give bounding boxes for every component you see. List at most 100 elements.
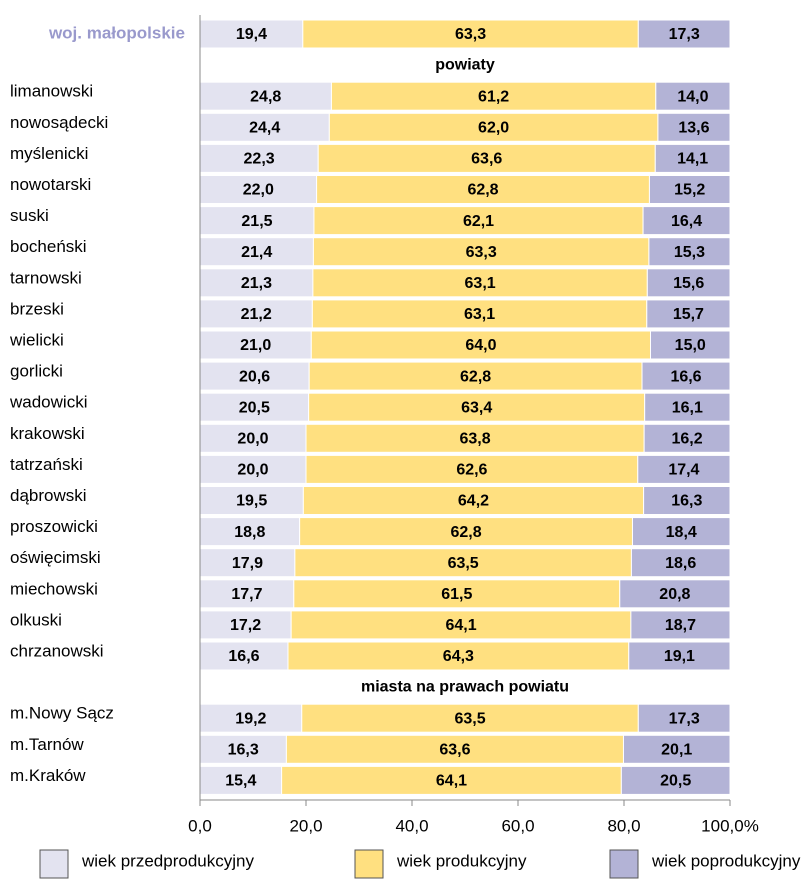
value-label: 20,1	[661, 742, 692, 759]
value-label: 15,3	[674, 244, 705, 261]
category-label: m.Nowy Sącz	[10, 704, 114, 723]
value-label: 16,6	[670, 368, 701, 385]
value-label: 20,8	[659, 586, 690, 603]
legend-swatch	[354, 849, 384, 879]
value-label: 17,7	[231, 586, 262, 603]
value-label: 16,6	[228, 648, 259, 665]
x-tick-label: 40,0	[395, 816, 428, 835]
category-label: oświęcimski	[10, 548, 101, 567]
legend-swatch	[609, 849, 639, 879]
value-label: 16,3	[671, 493, 702, 510]
bar-segment	[285, 734, 624, 764]
value-label: 63,3	[466, 244, 497, 261]
value-label: 64,1	[436, 773, 467, 790]
bar-segment	[637, 703, 731, 733]
bar-segment	[311, 299, 648, 329]
x-tick-label: 20,0	[289, 816, 322, 835]
value-label: 20,5	[239, 399, 270, 416]
bar-segment	[643, 423, 731, 453]
bar-segment	[299, 517, 633, 547]
category-label: brzeski	[10, 299, 64, 318]
bar-segment	[641, 361, 731, 391]
category-label: miechowski	[10, 579, 98, 598]
bar-segment	[199, 81, 332, 111]
section-band	[200, 51, 730, 80]
bar-segment	[313, 206, 644, 236]
value-label: 18,4	[666, 524, 697, 541]
value-label: 18,7	[665, 617, 696, 634]
bar-segment	[305, 454, 639, 484]
value-label: 62,1	[463, 213, 494, 230]
value-label: 61,2	[478, 88, 509, 105]
section-label: miasta na prawach powiatu	[361, 678, 569, 695]
value-label: 16,4	[671, 213, 702, 230]
bar-segment	[199, 548, 296, 578]
bar-segment	[650, 330, 731, 360]
bar-segment	[199, 454, 307, 484]
value-label: 14,1	[677, 151, 708, 168]
value-label: 63,8	[459, 431, 490, 448]
value-label: 24,4	[249, 120, 280, 137]
value-label: 62,0	[478, 120, 509, 137]
value-label: 64,0	[465, 337, 496, 354]
category-label: dąbrowski	[10, 486, 87, 505]
value-label: 21,0	[240, 337, 271, 354]
value-label: 21,2	[241, 306, 272, 323]
legend-label: wiek produkcyjny	[396, 851, 527, 870]
value-label: 63,6	[439, 742, 470, 759]
bar-segment	[199, 610, 292, 640]
x-tick-label: 60,0	[501, 816, 534, 835]
bar-segment	[312, 268, 648, 298]
value-label: 63,5	[454, 710, 485, 727]
x-tick-label: 100,0%	[701, 816, 759, 835]
value-label: 21,3	[241, 275, 272, 292]
bar-segment	[648, 175, 731, 204]
value-label: 63,3	[455, 26, 486, 43]
bar-segment	[657, 112, 731, 142]
bar-segment	[308, 392, 646, 422]
value-label: 19,2	[235, 710, 266, 727]
value-label: 15,7	[673, 306, 704, 323]
bar-segment	[199, 112, 330, 142]
value-label: 62,8	[467, 182, 498, 199]
value-label: 63,5	[448, 555, 479, 572]
bar-segment	[199, 19, 304, 49]
value-label: 64,3	[443, 648, 474, 665]
category-label: krakowski	[10, 424, 85, 443]
bar-segment	[310, 330, 651, 360]
bar-segment	[646, 299, 731, 329]
bar-segment	[316, 175, 650, 204]
bar-segment	[199, 330, 312, 360]
value-label: 15,0	[675, 337, 706, 354]
bar-segment	[622, 734, 731, 764]
legend-label: wiek poprodukcyjny	[651, 851, 801, 870]
value-label: 17,4	[668, 462, 699, 479]
bar-segment	[199, 143, 319, 173]
bar-segment	[642, 206, 731, 236]
bar-segment	[630, 548, 731, 578]
bar-segment	[199, 486, 304, 515]
value-label: 17,9	[232, 555, 263, 572]
value-label: 16,1	[672, 399, 703, 416]
bar-segment	[619, 579, 731, 609]
value-label: 20,6	[239, 368, 270, 385]
value-label: 20,0	[237, 462, 268, 479]
value-label: 64,1	[445, 617, 476, 634]
category-label: proszowicki	[10, 517, 98, 536]
bar-segment	[643, 486, 731, 515]
value-label: 21,5	[241, 213, 272, 230]
bar-segment	[648, 237, 731, 267]
legend-label: wiek przedprodukcyjny	[81, 851, 254, 870]
value-label: 64,2	[458, 493, 489, 510]
value-label: 19,4	[236, 26, 267, 43]
value-label: 63,6	[471, 151, 502, 168]
value-label: 14,0	[677, 88, 708, 105]
bar-segment	[630, 610, 731, 640]
category-label: tarnowski	[10, 268, 82, 287]
bar-segment	[301, 703, 639, 733]
bar-segment	[317, 143, 656, 173]
bar-segment	[199, 579, 295, 609]
bar-segment	[328, 112, 659, 142]
bar-segment	[654, 143, 731, 173]
bar-segment	[644, 392, 731, 422]
